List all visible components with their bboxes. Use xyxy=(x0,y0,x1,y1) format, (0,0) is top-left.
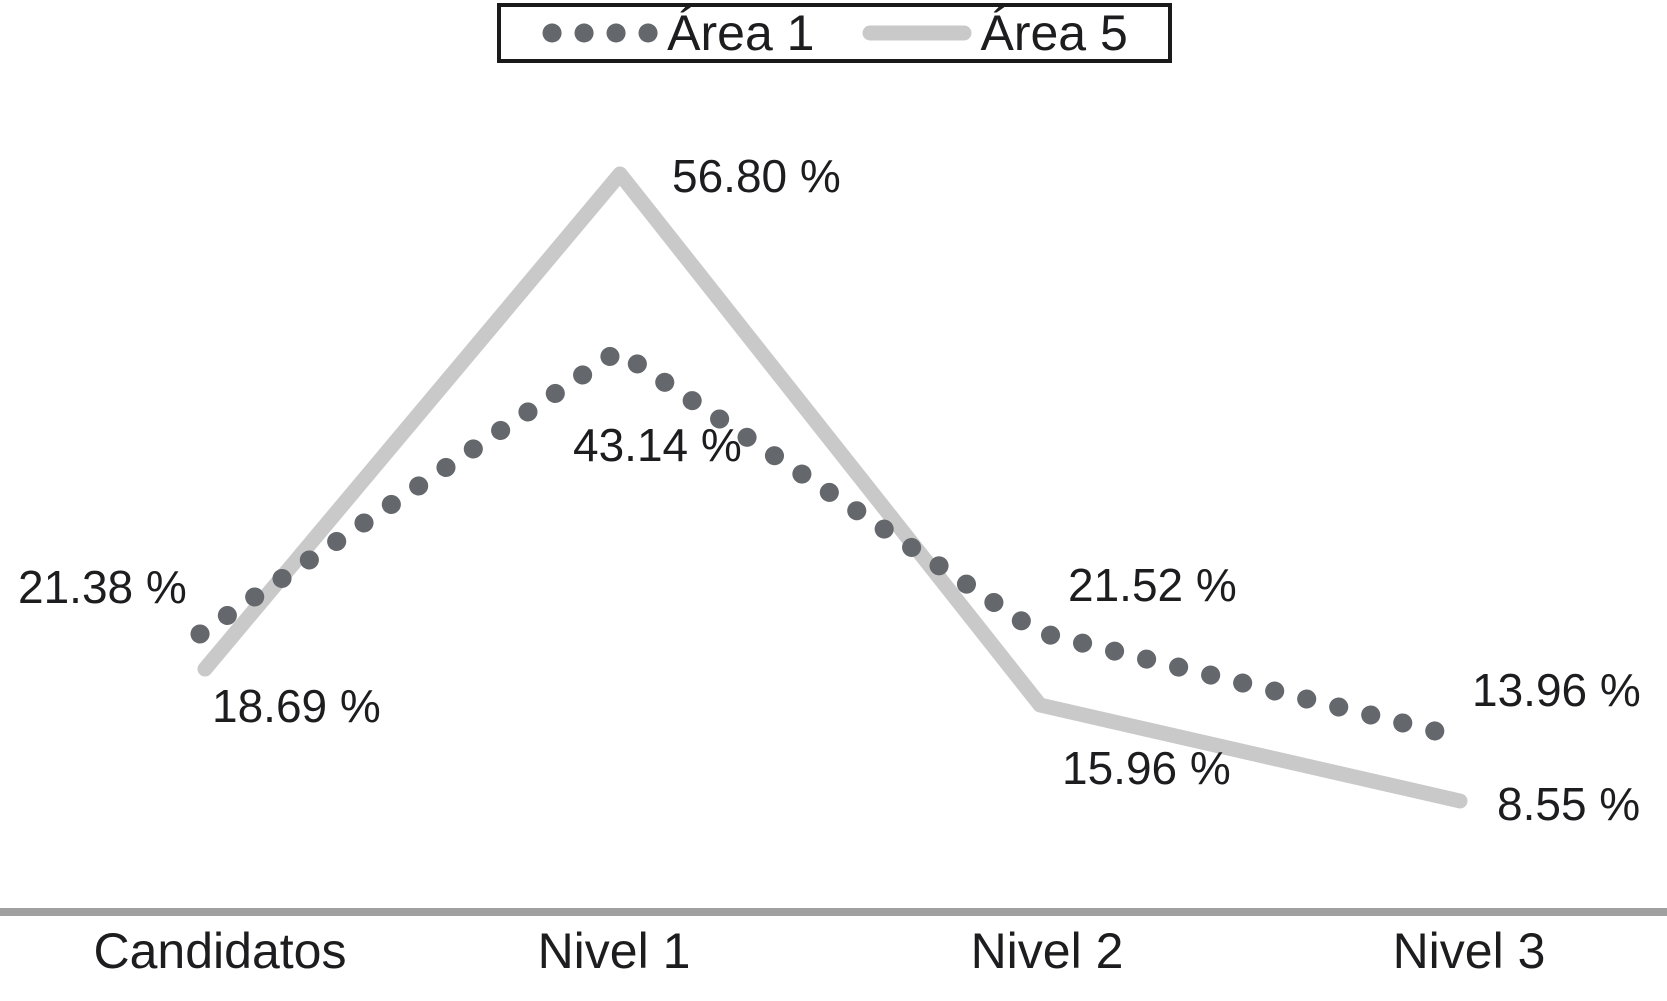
x-axis-label-candidatos: Candidatos xyxy=(93,923,347,979)
data-label-area5-nivel3: 8.55 % xyxy=(1497,778,1641,830)
data-label-area5-candidatos: 18.69 % xyxy=(212,680,381,732)
dotted-series-marker-icon xyxy=(542,23,660,43)
x-axis-label-nivel2: Nivel 2 xyxy=(970,923,1124,979)
data-label-area1-nivel3: 13.96 % xyxy=(1472,664,1641,716)
legend-item-area1: Área 1 xyxy=(541,5,815,61)
data-label-area5-nivel1: 56.80 % xyxy=(672,150,841,202)
x-axis-label-nivel3: Nivel 3 xyxy=(1392,923,1546,979)
data-label-area1-nivel1: 43.14 % xyxy=(573,419,742,471)
legend-item-area5: Área 5 xyxy=(861,8,1128,58)
data-label-area1-candidatos: 21.38 % xyxy=(18,561,187,613)
x-axis-label-nivel1: Nivel 1 xyxy=(537,923,691,979)
legend-label-area5: Área 5 xyxy=(980,5,1128,61)
series-area5-line xyxy=(197,166,1468,809)
data-label-area5-nivel2: 15.96 % xyxy=(1062,742,1231,794)
series-area1-line xyxy=(190,341,1445,741)
solid-series-marker-icon xyxy=(862,25,971,41)
data-label-area1-nivel2: 21.52 % xyxy=(1068,559,1237,611)
chart-legend: Área 1 Área 5 xyxy=(497,3,1172,63)
legend-label-area1: Área 1 xyxy=(667,5,815,61)
